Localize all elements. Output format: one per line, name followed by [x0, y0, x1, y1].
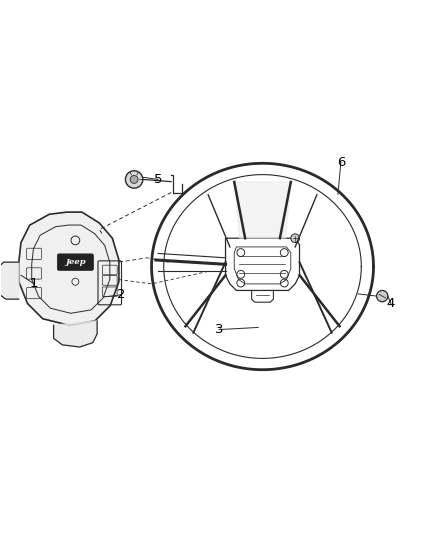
Circle shape: [291, 234, 300, 243]
Polygon shape: [19, 212, 119, 325]
Circle shape: [130, 175, 138, 183]
Circle shape: [377, 290, 388, 302]
Text: Jeep: Jeep: [65, 258, 86, 266]
Text: 2: 2: [117, 288, 125, 301]
Text: 1: 1: [30, 277, 38, 290]
FancyBboxPatch shape: [57, 254, 93, 270]
Text: 3: 3: [215, 323, 223, 336]
Text: 4: 4: [387, 297, 395, 310]
Polygon shape: [53, 321, 97, 347]
Circle shape: [125, 171, 143, 188]
Polygon shape: [0, 262, 19, 299]
Text: 6: 6: [337, 156, 345, 168]
Text: 5: 5: [154, 173, 162, 186]
Polygon shape: [234, 182, 291, 238]
